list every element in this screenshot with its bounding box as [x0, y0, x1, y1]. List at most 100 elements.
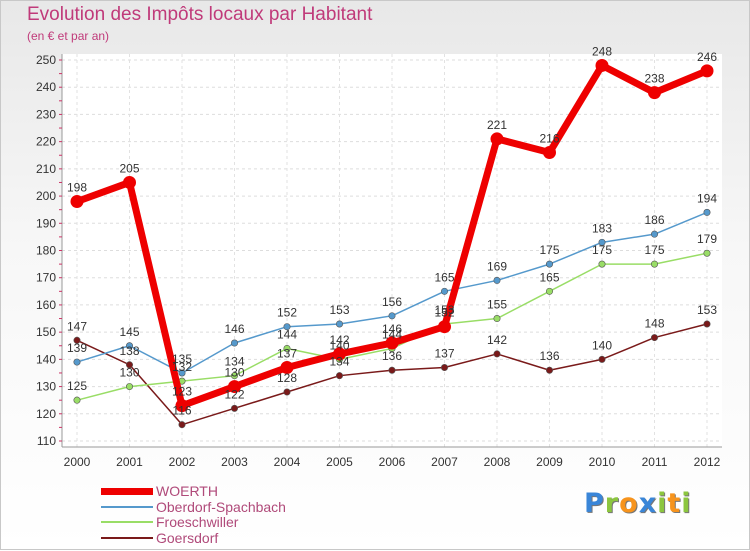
y-tick-label: 140	[36, 352, 56, 366]
data-point-woerth	[333, 347, 346, 361]
data-label-woerth: 221	[487, 118, 507, 132]
y-tick-label: 240	[36, 80, 56, 94]
data-label-woerth: 248	[592, 44, 612, 58]
legend-label: Oberdorf-Spachbach	[156, 498, 286, 515]
data-point-oberdorf-spachbach	[335, 320, 343, 328]
data-point-woerth	[438, 320, 451, 334]
data-point-froeschwiller	[650, 260, 658, 268]
data-point-woerth	[280, 361, 294, 375]
data-label-oberdorf-spachbach: 145	[119, 325, 139, 339]
data-point-oberdorf-spachbach	[650, 230, 658, 238]
data-label-goersdorf: 138	[119, 344, 139, 358]
data-point-oberdorf-spachbach	[283, 323, 291, 331]
y-tick-label: 220	[36, 135, 56, 149]
logo-letter: r	[604, 488, 620, 519]
chart-subtitle: (en € et par an)	[27, 29, 110, 43]
legend-label: Goersdorf	[156, 529, 219, 546]
data-label-woerth: 123	[172, 385, 192, 399]
data-point-goersdorf	[703, 320, 711, 328]
data-point-woerth	[648, 86, 661, 100]
data-label-goersdorf: 134	[329, 355, 349, 369]
legend-swatch	[101, 536, 153, 539]
legend-label: WOERTH	[156, 483, 218, 499]
y-tick-label: 110	[37, 434, 56, 448]
data-label-froeschwiller: 125	[67, 379, 87, 393]
data-point-oberdorf-spachbach	[231, 339, 239, 347]
x-tick-label: 2011	[642, 455, 668, 469]
data-label-goersdorf: 147	[67, 319, 87, 333]
data-label-goersdorf: 140	[592, 338, 612, 352]
logo-letter: i	[681, 488, 692, 519]
data-label-goersdorf: 148	[644, 317, 664, 331]
data-label-goersdorf: 142	[487, 333, 507, 347]
data-point-goersdorf	[126, 361, 134, 369]
data-point-froeschwiller	[598, 260, 606, 268]
data-label-froeschwiller: 132	[172, 360, 192, 374]
data-point-oberdorf-spachbach	[126, 342, 134, 350]
data-label-woerth: 146	[382, 322, 402, 336]
logo-letter: i	[657, 488, 668, 519]
x-tick-label: 2004	[274, 455, 301, 469]
x-tick-label: 2007	[431, 455, 458, 469]
data-label-oberdorf-spachbach: 175	[539, 243, 559, 257]
data-label-woerth: 198	[67, 181, 87, 195]
data-label-goersdorf: 128	[277, 371, 297, 385]
data-point-oberdorf-spachbach	[440, 287, 448, 295]
data-point-woerth	[700, 64, 714, 78]
data-point-froeschwiller	[493, 315, 501, 323]
data-label-woerth: 130	[224, 366, 244, 380]
data-point-froeschwiller	[703, 249, 711, 257]
y-tick-label: 150	[36, 325, 56, 339]
data-point-froeschwiller	[231, 372, 239, 380]
data-label-oberdorf-spachbach: 186	[644, 213, 664, 227]
x-tick-label: 2002	[169, 455, 196, 469]
data-point-woerth	[175, 399, 189, 413]
legend-swatch	[101, 487, 153, 495]
data-label-goersdorf: 122	[224, 387, 244, 401]
chart-title: Evolution des Impôts locaux par Habitant	[27, 4, 373, 25]
data-point-woerth	[385, 336, 399, 350]
logo-letter: P	[584, 488, 605, 519]
data-point-goersdorf	[283, 388, 291, 396]
data-point-oberdorf-spachbach	[598, 238, 606, 246]
y-tick-label: 120	[36, 407, 56, 421]
x-tick-label: 2003	[221, 455, 248, 469]
data-label-woerth: 238	[644, 72, 664, 86]
y-tick-label: 210	[36, 162, 56, 176]
data-label-oberdorf-spachbach: 194	[697, 191, 717, 205]
data-point-oberdorf-spachbach	[703, 208, 711, 216]
data-point-goersdorf	[178, 421, 186, 429]
x-tick-label: 2008	[484, 455, 511, 469]
data-label-oberdorf-spachbach: 153	[329, 303, 349, 317]
data-label-froeschwiller: 179	[697, 232, 717, 246]
data-label-goersdorf: 137	[434, 347, 454, 361]
data-label-froeschwiller: 140	[329, 338, 349, 352]
y-tick-label: 250	[36, 53, 56, 67]
logo-letter: o	[619, 488, 639, 519]
data-point-oberdorf-spachbach	[73, 358, 81, 366]
data-label-goersdorf: 136	[539, 349, 559, 363]
data-label-woerth: 142	[329, 333, 349, 347]
legend-label: Froeschwiller	[156, 514, 239, 530]
data-point-goersdorf	[440, 364, 448, 372]
data-point-goersdorf	[231, 404, 239, 412]
data-point-froeschwiller	[126, 383, 134, 391]
x-tick-label: 2012	[694, 455, 721, 469]
data-point-froeschwiller	[545, 287, 553, 295]
data-label-froeschwiller: 144	[277, 327, 297, 341]
legend-swatch	[101, 505, 153, 508]
data-label-oberdorf-spachbach: 135	[172, 352, 192, 366]
y-tick-label: 200	[36, 189, 56, 203]
logo-letter: x	[638, 488, 658, 519]
data-point-goersdorf	[598, 355, 606, 363]
data-point-froeschwiller	[73, 396, 81, 404]
data-label-oberdorf-spachbach: 152	[277, 306, 297, 320]
data-point-goersdorf	[650, 334, 658, 342]
data-label-oberdorf-spachbach: 146	[224, 322, 244, 336]
data-label-oberdorf-spachbach: 156	[382, 295, 402, 309]
x-tick-label: 2000	[64, 455, 91, 469]
x-tick-label: 2001	[116, 455, 143, 469]
data-point-woerth	[228, 380, 241, 394]
